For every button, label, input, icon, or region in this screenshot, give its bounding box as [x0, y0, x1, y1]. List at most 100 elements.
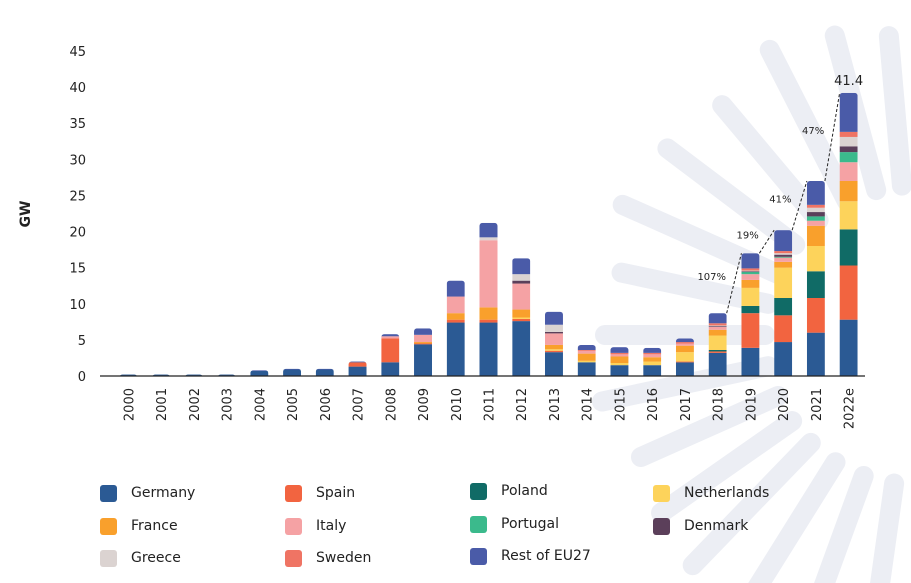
- legend-item-sweden: Sweden: [285, 548, 371, 568]
- legend-swatch: [470, 482, 487, 500]
- bar-segment-rest-of-eu27: [315, 368, 334, 370]
- bar-segment-rest-of-eu27: [544, 311, 563, 325]
- bar-segment-spain: [774, 315, 793, 343]
- bar-segment-rest-of-eu27: [414, 328, 433, 335]
- legend-item-denmark: Denmark: [653, 516, 748, 536]
- bar-segment-germany: [152, 374, 171, 376]
- legend-swatch: [653, 484, 670, 502]
- bar-segment-rest-of-eu27: [250, 370, 269, 372]
- legend-swatch: [100, 484, 117, 502]
- x-tick-label: 2008: [384, 388, 399, 421]
- legend-item-france: France: [100, 516, 178, 536]
- bar-segment-germany: [414, 344, 433, 376]
- bar-segment-portugal: [839, 152, 858, 163]
- bar-segment-italy: [479, 240, 498, 308]
- legend-label: Denmark: [684, 518, 749, 534]
- bar-segment-poland: [839, 229, 858, 266]
- y-tick-label: 20: [69, 226, 86, 241]
- bar-segment-poland: [774, 298, 793, 316]
- y-tick-label: 40: [69, 81, 86, 96]
- sunburst-ray: [591, 356, 779, 412]
- bar-stack-2004: [250, 370, 269, 376]
- x-tick-label: 2016: [646, 388, 661, 421]
- legend-label: Rest of EU27: [501, 548, 591, 564]
- x-tick-label: 2005: [286, 388, 301, 421]
- bar-segment-rest-of-eu27: [446, 280, 465, 297]
- bar-stack-2002: [184, 374, 203, 376]
- bar-stack-2017: [675, 338, 694, 376]
- growth-dashed-line: [726, 253, 742, 314]
- x-tick-label: 2000: [122, 388, 137, 421]
- bar-segment-portugal: [774, 256, 793, 258]
- sunburst-ray: [759, 39, 857, 212]
- x-tick-label: 2019: [744, 388, 759, 421]
- x-tick-label: 2001: [155, 388, 170, 421]
- legend-swatch: [100, 517, 117, 535]
- bar-segment-germany: [381, 362, 400, 376]
- bar-segment-germany: [184, 374, 203, 376]
- y-tick-label: 30: [69, 153, 86, 168]
- bar-stack-2009: [414, 328, 433, 376]
- bar-segment-italy: [414, 334, 433, 343]
- growth-label: 47%: [802, 126, 824, 137]
- bar-segment-italy: [577, 350, 596, 354]
- bar-segment-france: [446, 313, 465, 320]
- legend-item-spain: Spain: [285, 483, 355, 503]
- bar-stack-2018: [708, 313, 727, 376]
- bar-segment-germany: [577, 362, 596, 376]
- y-tick-label: 10: [69, 298, 86, 313]
- bar-segment-rest-of-eu27: [806, 181, 825, 205]
- bar-segment-poland: [741, 305, 760, 314]
- bar-segment-france: [577, 353, 596, 361]
- bar-stack-2022e: [839, 92, 858, 376]
- bar-segment-spain: [544, 350, 563, 353]
- x-tick-label: 2021: [810, 388, 825, 421]
- x-tick-label: 2022e: [843, 388, 858, 429]
- sunburst-ray: [630, 386, 788, 468]
- bar-segment-spain: [708, 351, 727, 353]
- bar-segment-france: [643, 357, 662, 362]
- bar-stack-2000: [119, 374, 138, 376]
- sunburst-ray: [651, 411, 803, 523]
- bar-segment-germany: [741, 347, 760, 376]
- legend-label: Sweden: [316, 550, 372, 566]
- bar-segment-rest-of-eu27: [283, 368, 302, 370]
- bar-segment-italy: [741, 274, 760, 280]
- bar-segment-france: [544, 344, 563, 350]
- bar-segment-greece: [839, 136, 858, 147]
- bar-segment-france: [479, 307, 498, 320]
- bar-segment-spain: [741, 313, 760, 348]
- sunburst-ray: [748, 452, 846, 583]
- x-tick-label: 2014: [581, 388, 596, 421]
- sunburst-ray: [814, 465, 874, 583]
- x-tick-label: 2012: [515, 388, 530, 421]
- bar-segment-denmark: [774, 254, 793, 257]
- bar-segment-germany: [610, 365, 629, 376]
- legend-label: Spain: [316, 485, 356, 501]
- bar-segment-italy: [446, 296, 465, 314]
- bar-segment-france: [675, 345, 694, 353]
- x-tick-label: 2007: [352, 388, 367, 421]
- bar-segment-spain: [479, 319, 498, 323]
- bar-segment-netherlands: [577, 360, 596, 363]
- bar-segment-poland: [708, 350, 727, 352]
- legend-item-poland: Poland: [470, 481, 548, 501]
- bar-segment-germany: [119, 374, 138, 376]
- bar-segment-rest-of-eu27: [741, 253, 760, 269]
- bar-segment-germany: [806, 332, 825, 376]
- bar-segment-italy: [839, 162, 858, 181]
- bar-segment-portugal: [806, 216, 825, 221]
- bar-segment-rest-of-eu27: [839, 92, 858, 132]
- bar-segment-greece: [806, 207, 825, 213]
- x-tick-label: 2015: [613, 388, 628, 421]
- bar-segment-sweden: [577, 350, 596, 351]
- bar-segment-france: [806, 225, 825, 246]
- bar-segment-italy: [774, 257, 793, 262]
- legend-item-greece: Greece: [100, 548, 181, 568]
- legend-label: Italy: [316, 518, 347, 534]
- legend-swatch: [653, 517, 670, 535]
- bar-segment-sweden: [675, 342, 694, 344]
- bar-segment-germany: [446, 322, 465, 376]
- bar-stack-2013: [544, 311, 563, 376]
- bar-segment-denmark: [512, 280, 531, 284]
